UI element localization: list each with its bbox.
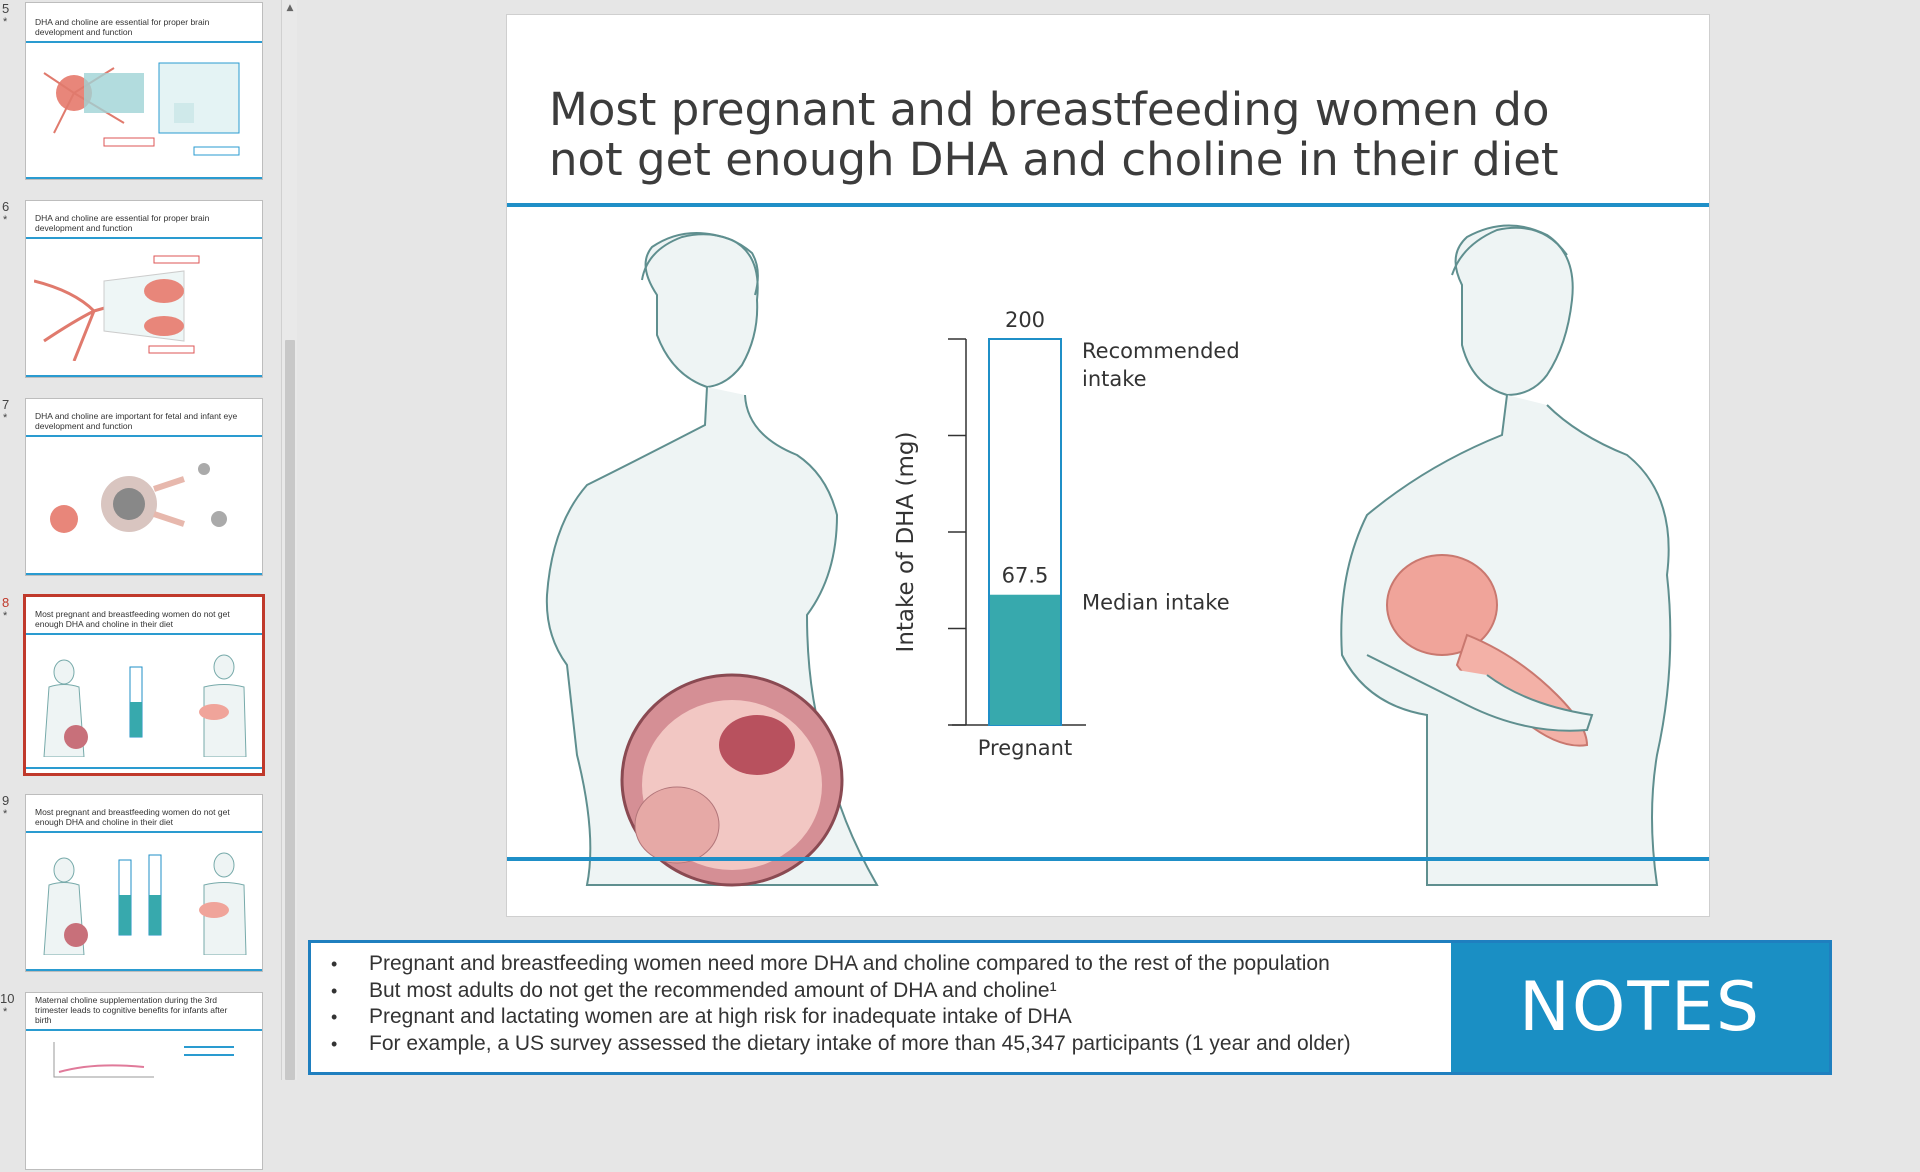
slide-number: 7 xyxy=(2,397,10,412)
slide-illustration: 200 67.5 Recommended intake Median intake… xyxy=(545,224,1672,887)
transition-star-icon: * xyxy=(3,16,8,28)
slide-title-line-1: Most pregnant and breastfeeding women do xyxy=(549,83,1550,136)
slide-thumbnail-9[interactable]: 9 * Most pregnant and breastfeeding wome… xyxy=(0,794,270,974)
transition-star-icon: * xyxy=(3,808,8,820)
scroll-up-arrow-icon[interactable]: ▲ xyxy=(286,3,294,13)
thumbnail-canvas[interactable]: DHA and choline are important for fetal … xyxy=(25,398,263,576)
divider xyxy=(26,767,262,769)
thumbnail-canvas[interactable]: Most pregnant and breastfeeding women do… xyxy=(25,794,263,972)
divider xyxy=(26,573,262,575)
notes-bullet: Pregnant and lactating women are at high… xyxy=(331,1004,1531,1031)
neuron-membrane-illustration xyxy=(43,62,240,156)
dha-intake-bar-chart: 200 67.5 Recommended intake Median intake… xyxy=(893,308,1240,760)
divider xyxy=(26,831,262,833)
thumbnail-canvas[interactable]: DHA and choline are essential for proper… xyxy=(25,2,263,180)
divider xyxy=(26,237,262,239)
annotation-median-intake: Median intake xyxy=(1082,591,1230,615)
divider xyxy=(26,633,262,635)
slide-canvas[interactable]: Most pregnant and breastfeeding women do… xyxy=(506,14,1710,917)
transition-star-icon: * xyxy=(3,1006,8,1018)
line-chart-illustration xyxy=(53,1042,234,1078)
slide-number: 6 xyxy=(2,199,10,214)
transition-star-icon: * xyxy=(3,412,8,424)
notes-bullet-list[interactable]: Pregnant and breastfeeding women need mo… xyxy=(331,951,1531,1057)
slide-thumbnail-5[interactable]: 5 * DHA and choline are essential for pr… xyxy=(0,2,270,182)
notes-bullet-text: But most adults do not get the recommend… xyxy=(369,978,1057,1002)
slide-title[interactable]: Most pregnant and breastfeeding women do… xyxy=(549,85,1649,185)
notes-bullet: Pregnant and breastfeeding women need mo… xyxy=(331,951,1531,978)
thumbnail-title: DHA and choline are essential for proper… xyxy=(35,213,210,233)
data-label-67-5: 67.5 xyxy=(1002,564,1049,588)
slide-number: 10 xyxy=(0,991,15,1006)
slide-number: 8 xyxy=(2,595,10,610)
eye-illustration xyxy=(50,463,227,533)
y-axis-ticks xyxy=(948,338,966,726)
divider xyxy=(26,375,262,377)
thumbnail-scrollbar[interactable]: ▲ xyxy=(281,0,297,1080)
pregnancy-choline-illustration xyxy=(43,852,247,955)
slide-thumbnail-10[interactable]: 10 * Maternal choline supplementation du… xyxy=(0,992,270,1172)
breastfeeding-woman-illustration xyxy=(1340,224,1672,886)
transition-star-icon: * xyxy=(3,610,8,622)
footer-divider xyxy=(507,857,1709,861)
thumbnail-title: Most pregnant and breastfeeding women do… xyxy=(35,609,230,629)
synapse-illustration xyxy=(34,255,200,361)
y-axis-label: Intake of DHA (mg) xyxy=(893,432,919,653)
annotation-recommended-intake: Recommended intake xyxy=(1082,339,1240,391)
scrollbar-thumb[interactable] xyxy=(285,340,295,1080)
thumbnail-canvas[interactable]: DHA and choline are essential for proper… xyxy=(25,200,263,378)
pregnant-woman-illustration xyxy=(545,231,879,887)
slide-thumbnail-6[interactable]: 6 * DHA and choline are essential for pr… xyxy=(0,200,270,380)
thumbnail-title: DHA and choline are important for fetal … xyxy=(35,411,238,431)
slide-thumbnail-pane: 5 * DHA and choline are essential for pr… xyxy=(0,0,280,1170)
divider xyxy=(26,41,262,43)
speaker-notes-panel[interactable]: Pregnant and breastfeeding women need mo… xyxy=(308,940,1832,1075)
divider xyxy=(26,969,262,971)
divider xyxy=(26,177,262,179)
thumbnail-title: Most pregnant and breastfeeding women do… xyxy=(35,807,230,827)
x-tick-label-pregnant: Pregnant xyxy=(978,736,1072,760)
title-divider xyxy=(507,203,1709,207)
thumbnail-canvas[interactable]: Maternal choline supplementation during … xyxy=(25,992,263,1170)
slide-number: 5 xyxy=(2,1,10,16)
divider xyxy=(26,435,262,437)
slide-thumbnail-7[interactable]: 7 * DHA and choline are important for fe… xyxy=(0,398,270,578)
data-label-200: 200 xyxy=(1005,308,1045,332)
notes-bullet: For example, a US survey assessed the di… xyxy=(331,1031,1531,1058)
thumbnail-title: Maternal choline supplementation during … xyxy=(35,995,228,1025)
slide-title-line-2: not get enough DHA and choline in their … xyxy=(549,133,1559,186)
bar-median-intake xyxy=(990,594,1060,725)
pregnancy-intake-illustration xyxy=(43,654,247,757)
notes-banner: NOTES xyxy=(1451,943,1829,1072)
thumbnail-canvas-selected[interactable]: Most pregnant and breastfeeding women do… xyxy=(23,594,265,776)
notes-bullet: But most adults do not get the recommend… xyxy=(331,978,1531,1005)
slide-number: 9 xyxy=(2,793,10,808)
transition-star-icon: * xyxy=(3,214,8,226)
thumbnail-title: DHA and choline are essential for proper… xyxy=(35,17,210,37)
divider xyxy=(26,1029,262,1031)
slide-thumbnail-8[interactable]: 8 * Most pregnant and breastfeeding wome… xyxy=(0,594,270,776)
